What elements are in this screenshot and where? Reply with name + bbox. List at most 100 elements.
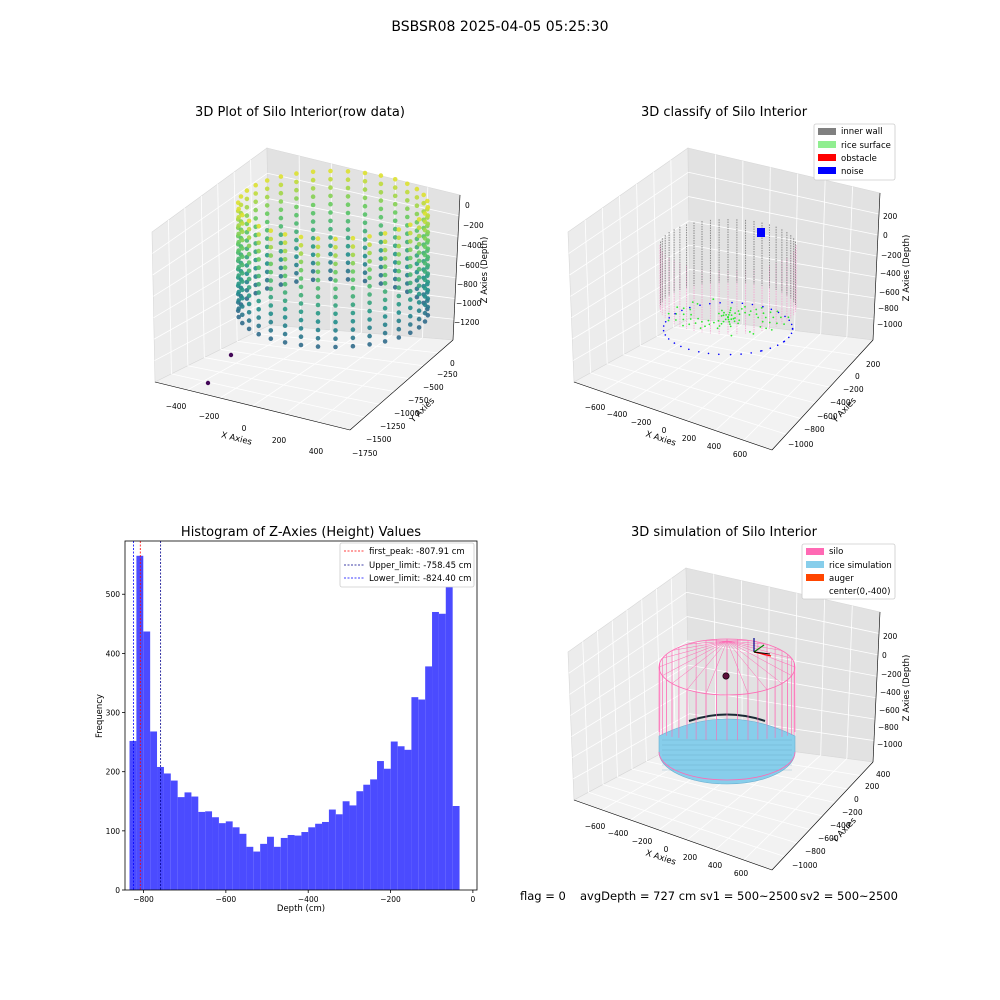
rice-surface-point bbox=[718, 325, 721, 327]
pane-gridline bbox=[204, 357, 395, 392]
silo-roof-line bbox=[705, 640, 728, 642]
raw-data-point bbox=[408, 264, 413, 269]
raw-data-point bbox=[350, 335, 356, 341]
raw-data-point bbox=[246, 301, 252, 307]
raw-data-point bbox=[425, 238, 431, 243]
raw-data-point bbox=[240, 262, 245, 268]
rice-surface-point bbox=[667, 319, 670, 322]
histogram-bar bbox=[170, 780, 178, 890]
panel2-y-tick: −400 bbox=[830, 398, 851, 407]
panel2-z-axis-line bbox=[872, 192, 881, 341]
raw-data-point bbox=[236, 264, 241, 270]
raw-data-point bbox=[240, 304, 245, 309]
raw-data-point bbox=[345, 227, 351, 232]
raw-data-point bbox=[294, 204, 299, 210]
raw-data-point bbox=[396, 260, 402, 266]
raw-data-point bbox=[236, 306, 241, 312]
raw-data-point bbox=[240, 312, 245, 318]
raw-data-point bbox=[328, 268, 333, 274]
histogram-x-tick-label: −200 bbox=[380, 895, 401, 904]
panel2-x-tick-labels: −600 −400 −200 0 200 400 600 bbox=[585, 403, 748, 459]
raw-data-point bbox=[367, 317, 372, 322]
raw-data-point bbox=[294, 171, 299, 176]
raw-data-point bbox=[396, 285, 402, 291]
noise-point bbox=[782, 341, 785, 343]
raw-data-point bbox=[396, 235, 402, 241]
legend-label-inner-wall: inner wall bbox=[841, 127, 882, 137]
silo-roof-line bbox=[662, 640, 728, 676]
raw-data-point bbox=[298, 251, 304, 256]
panel3-title: Histogram of Z-Axies (Height) Values bbox=[181, 525, 421, 540]
rice-surface-point bbox=[760, 307, 763, 309]
raw-data-point bbox=[298, 309, 304, 315]
rice-surface-point bbox=[755, 308, 758, 311]
raw-data-point bbox=[405, 181, 410, 187]
raw-data-point bbox=[392, 226, 398, 232]
raw-data-point bbox=[408, 255, 413, 261]
raw-data-point bbox=[315, 252, 321, 258]
raw-data-point bbox=[246, 326, 252, 332]
raw-data-point bbox=[378, 281, 384, 286]
raw-data-point bbox=[328, 177, 333, 182]
raw-data-point bbox=[240, 237, 245, 243]
silo-roof-line bbox=[726, 640, 768, 690]
histogram-bar bbox=[184, 792, 192, 890]
panel4-x-tick: 600 bbox=[734, 869, 749, 878]
raw-data-point bbox=[282, 306, 288, 312]
raw-data-point bbox=[315, 344, 321, 349]
raw-data-point bbox=[310, 244, 316, 249]
raw-data-point bbox=[345, 252, 351, 257]
panel1-z-tick: −1200 bbox=[454, 318, 480, 327]
noise-point bbox=[689, 306, 691, 309]
silo-roof-line bbox=[726, 640, 792, 659]
raw-data-point bbox=[315, 261, 321, 266]
rice-surface-point bbox=[757, 316, 760, 319]
raw-data-point bbox=[333, 319, 338, 325]
raw-data-point bbox=[264, 211, 270, 216]
raw-data-point bbox=[333, 303, 338, 308]
rice-surface-point bbox=[787, 316, 790, 319]
pane-gridline bbox=[152, 198, 269, 276]
raw-data-point bbox=[362, 170, 368, 176]
panel1-x-tick: 400 bbox=[309, 447, 324, 456]
panel4-y-tick: −400 bbox=[830, 821, 851, 830]
raw-data-point bbox=[416, 250, 422, 255]
raw-data-point bbox=[408, 247, 413, 252]
raw-data-point bbox=[421, 200, 427, 206]
panel1-x-tick: −200 bbox=[199, 412, 220, 421]
silo-roof-line bbox=[705, 640, 728, 694]
rice-surface-point bbox=[727, 318, 730, 321]
auger-marker bbox=[722, 672, 730, 680]
pane-gridline bbox=[658, 327, 769, 412]
pane-gridline bbox=[820, 180, 826, 334]
pane-gridline bbox=[568, 591, 687, 674]
noise-point bbox=[688, 348, 690, 351]
raw-data-point bbox=[408, 222, 413, 228]
raw-data-point bbox=[392, 210, 398, 215]
raw-data-point bbox=[310, 277, 316, 283]
pane-gridline bbox=[572, 269, 690, 340]
noise-point bbox=[741, 302, 744, 305]
raw-data-point bbox=[362, 245, 368, 251]
histogram-bar bbox=[328, 809, 336, 890]
raw-data-point bbox=[278, 174, 284, 179]
raw-data-point bbox=[378, 239, 384, 245]
raw-data-point bbox=[392, 201, 398, 207]
panel2-legend-box bbox=[813, 123, 896, 181]
raw-data-point bbox=[345, 169, 351, 174]
raw-data-point bbox=[382, 272, 388, 278]
rice-surface-point bbox=[744, 305, 746, 308]
raw-data-point bbox=[310, 227, 316, 233]
noise-point bbox=[673, 342, 676, 344]
raw-data-point bbox=[240, 295, 245, 301]
raw-data-point bbox=[405, 214, 410, 220]
raw-data-point bbox=[278, 232, 284, 237]
histogram-bar bbox=[301, 832, 309, 890]
raw-data-point bbox=[256, 315, 262, 320]
panel1-title: 3D Plot of Silo Interior(row data) bbox=[195, 105, 405, 120]
rice-surface-point bbox=[688, 323, 691, 326]
raw-data-point bbox=[282, 331, 288, 337]
raw-data-point bbox=[282, 257, 288, 262]
raw-data-point bbox=[238, 202, 244, 208]
rice-surface-point bbox=[727, 316, 729, 319]
